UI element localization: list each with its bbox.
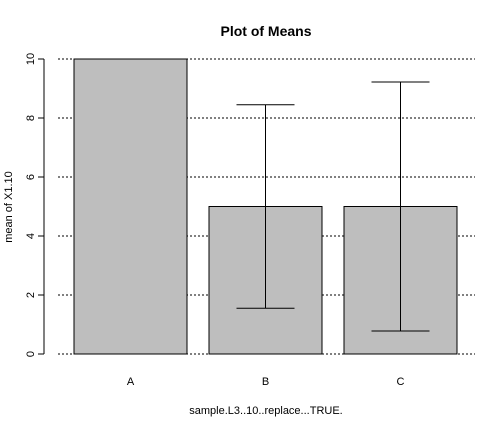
y-tick-label-2: 2 (25, 292, 37, 298)
y-tick-label-10: 10 (25, 53, 37, 65)
y-axis: 0 2 4 6 8 10 (25, 53, 45, 357)
x-tick-label-C: C (397, 376, 405, 388)
x-tick-label-B: B (262, 376, 269, 388)
y-tick-label-0: 0 (25, 351, 37, 357)
y-tick-label-4: 4 (25, 233, 37, 239)
y-tick-label-6: 6 (25, 174, 37, 180)
error-bars (236, 81, 430, 332)
x-tick-label-A: A (127, 376, 135, 388)
x-axis-label: sample.L3..10..replace...TRUE. (189, 405, 342, 417)
chart-title: Plot of Means (220, 23, 311, 39)
y-axis-label: mean of X1.10 (3, 171, 15, 243)
bar-A (73, 58, 188, 355)
y-tick-label-8: 8 (25, 115, 37, 121)
x-axis: A B C (127, 376, 405, 388)
